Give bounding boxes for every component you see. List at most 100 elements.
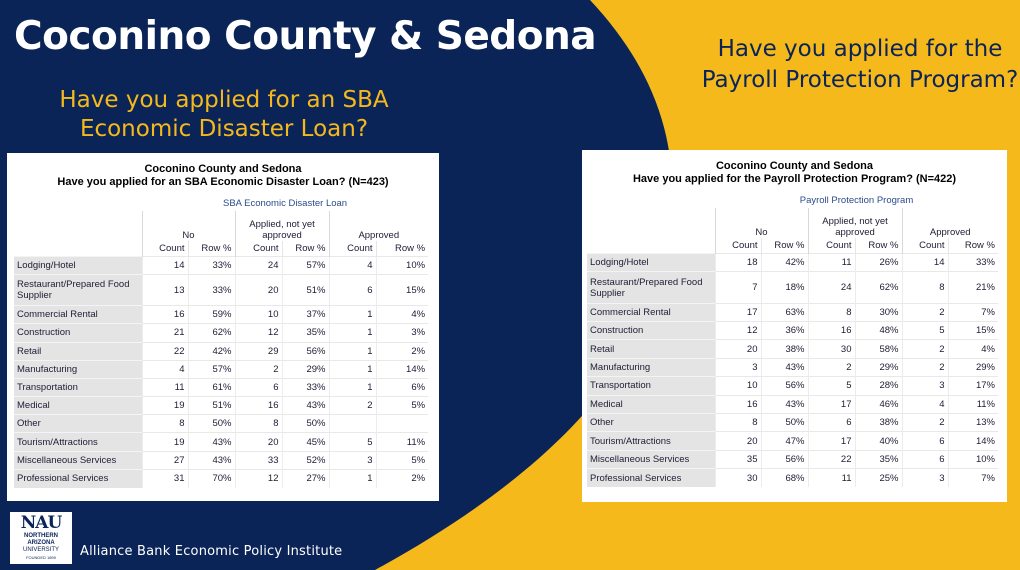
row-percent-cell: 26% xyxy=(854,252,902,272)
count-cell: 6 xyxy=(901,431,948,451)
row-label: Lodging/Hotel xyxy=(14,255,142,275)
row-percent-cell: 3% xyxy=(375,323,429,342)
row-percent-cell: 45% xyxy=(281,432,329,452)
row-percent-cell: 35% xyxy=(281,323,329,342)
count-cell: 29 xyxy=(234,341,282,361)
row-percent-cell: 27% xyxy=(281,468,329,488)
count-cell: 10 xyxy=(234,305,282,324)
row-label: Miscellaneous Services xyxy=(14,450,142,470)
count-cell: 12 xyxy=(234,323,282,342)
row-label: Restaurant/Prepared Food Supplier xyxy=(587,271,715,304)
row-percent-cell: 57% xyxy=(187,359,235,379)
count-cell: 6 xyxy=(901,449,948,469)
row-percent-cell: 46% xyxy=(854,394,902,414)
row-label: Tourism/Attractions xyxy=(14,432,142,452)
count-cell: 2 xyxy=(901,339,948,359)
table-row: Lodging/Hotel 14 33% 24 57% 4 10% xyxy=(14,255,429,275)
count-cell: 12 xyxy=(234,468,282,488)
row-percent-cell: 28% xyxy=(854,376,902,396)
count-cell: 18 xyxy=(714,252,761,272)
count-cell: 33 xyxy=(234,450,282,470)
table-row: Manufacturing 3 43% 2 29% 2 29% xyxy=(587,357,998,377)
count-cell: 5 xyxy=(328,432,376,452)
group-header: Applied, not yet approved xyxy=(807,208,902,238)
table-row: Retail 22 42% 29 56% 1 2% xyxy=(14,341,429,361)
count-cell: 21 xyxy=(141,323,188,342)
row-percent-cell: 36% xyxy=(760,321,808,340)
count-cell: 20 xyxy=(234,274,282,306)
count-cell: 10 xyxy=(714,376,761,396)
row-percent-cell: 40% xyxy=(854,431,902,451)
subheader: Row % xyxy=(760,238,808,254)
count-cell: 6 xyxy=(234,377,282,397)
count-cell: 16 xyxy=(234,396,282,415)
count-cell: 19 xyxy=(141,396,188,415)
row-percent-cell: 15% xyxy=(375,274,429,306)
row-percent-cell: 14% xyxy=(947,431,998,451)
left-question: Have you applied for an SBA Economic Dis… xyxy=(59,87,389,142)
count-cell: 4 xyxy=(901,394,948,414)
row-percent-cell: 33% xyxy=(187,255,235,275)
row-percent-cell: 17% xyxy=(947,376,998,396)
group-header: Approved xyxy=(901,208,998,238)
variable-title: SBA Economic Disaster Loan xyxy=(222,197,348,209)
nau-logo: NAU NORTHERN ARIZONA UNIVERSITY FOUNDED … xyxy=(10,512,72,564)
row-label: Manufacturing xyxy=(14,359,142,379)
table-row: Lodging/Hotel 18 42% 11 26% 14 33% xyxy=(587,252,998,272)
row-percent-cell: 52% xyxy=(281,450,329,470)
count-cell: 11 xyxy=(141,377,188,397)
table-row: Retail 20 38% 30 58% 2 4% xyxy=(587,339,998,359)
row-percent-cell: 58% xyxy=(854,339,902,359)
row-percent-cell: 11% xyxy=(375,432,429,452)
row-percent-cell: 42% xyxy=(187,341,235,361)
row-percent-cell: 43% xyxy=(760,357,808,377)
table-row: Commercial Rental 16 59% 10 37% 1 4% xyxy=(14,305,429,324)
count-cell: 8 xyxy=(234,414,282,433)
table-row: Other 8 50% 8 50% xyxy=(14,414,429,433)
row-percent-cell: 6% xyxy=(375,377,429,397)
subheader: Count xyxy=(807,238,855,254)
count-cell: 5 xyxy=(901,321,948,340)
row-percent-cell: 29% xyxy=(947,357,998,377)
count-cell: 31 xyxy=(141,468,188,488)
row-label: Lodging/Hotel xyxy=(587,252,715,272)
count-cell: 2 xyxy=(901,357,948,377)
row-percent-cell: 15% xyxy=(947,321,998,340)
row-percent-cell: 56% xyxy=(760,449,808,469)
count-cell: 2 xyxy=(901,412,948,432)
row-percent-cell: 43% xyxy=(187,450,235,470)
row-label: Other xyxy=(587,412,715,432)
row-label: Medical xyxy=(587,394,715,414)
count-cell: 3 xyxy=(901,376,948,396)
slide-title: Coconino County & Sedona xyxy=(14,14,597,59)
row-percent-cell: 47% xyxy=(760,431,808,451)
count-cell: 16 xyxy=(714,394,761,414)
subheader: Row % xyxy=(947,238,998,254)
row-percent-cell: 14% xyxy=(375,359,429,379)
row-percent-cell: 42% xyxy=(760,252,808,272)
count-cell xyxy=(328,414,376,433)
row-percent-cell: 61% xyxy=(187,377,235,397)
count-cell: 35 xyxy=(714,449,761,469)
row-percent-cell: 2% xyxy=(375,468,429,488)
group-header: No xyxy=(714,208,808,238)
row-percent-cell: 62% xyxy=(187,323,235,342)
table-row: Miscellaneous Services 35 56% 22 35% 6 10% xyxy=(587,449,998,469)
table-title: Coconino County and Sedona xyxy=(144,163,302,175)
count-cell: 8 xyxy=(901,271,948,304)
subheader: Row % xyxy=(187,241,235,257)
sba-loan-table-panel: Coconino County and Sedona Have you appl… xyxy=(7,153,439,501)
row-percent-cell: 30% xyxy=(854,302,902,322)
count-cell: 1 xyxy=(328,305,376,324)
table-row: Other 8 50% 6 38% 2 13% xyxy=(587,412,998,432)
row-percent-cell: 33% xyxy=(281,377,329,397)
row-percent-cell: 11% xyxy=(947,394,998,414)
row-percent-cell: 62% xyxy=(854,271,902,304)
row-percent-cell: 33% xyxy=(947,252,998,272)
row-percent-cell: 38% xyxy=(854,412,902,432)
count-cell: 27 xyxy=(141,450,188,470)
table-row: Commercial Rental 17 63% 8 30% 2 7% xyxy=(587,302,998,322)
table-row: Tourism/Attractions 19 43% 20 45% 5 11% xyxy=(14,432,429,452)
row-percent-cell: 4% xyxy=(375,305,429,324)
group-header: Approved xyxy=(328,211,429,241)
